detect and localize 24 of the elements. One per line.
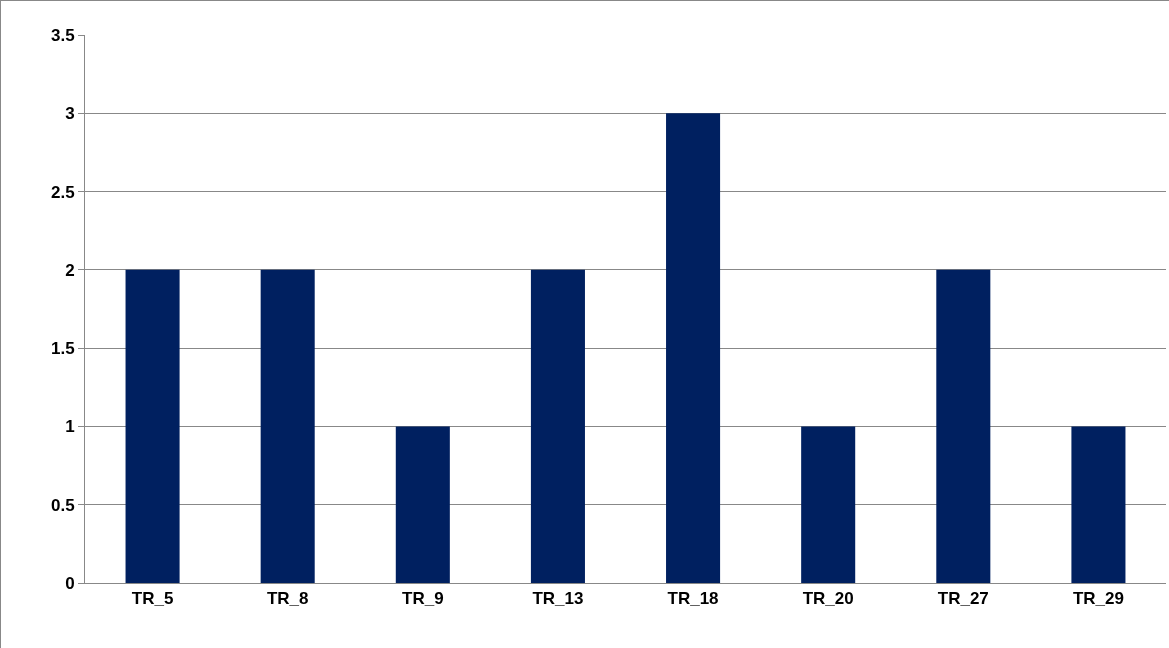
y-tick-label: 1.5 xyxy=(50,339,75,359)
y-tick-label: 2 xyxy=(65,260,75,280)
bar xyxy=(936,269,991,583)
y-tick-label: 1 xyxy=(65,417,75,437)
y-tick-label: 3 xyxy=(65,104,75,124)
bar xyxy=(530,269,585,583)
y-tick-label: 0.5 xyxy=(50,495,75,515)
bar xyxy=(125,269,180,583)
x-tick-label: TR_9 xyxy=(402,589,444,609)
y-tick-label: 2.5 xyxy=(50,182,75,202)
x-tick-label: TR_27 xyxy=(937,589,989,609)
x-tick-label: TR_8 xyxy=(266,589,309,609)
bar xyxy=(395,426,450,583)
bar xyxy=(666,113,721,583)
bar xyxy=(1071,426,1126,583)
x-tick-label: TR_5 xyxy=(131,589,174,609)
bar xyxy=(260,269,315,583)
y-tick-label: 0 xyxy=(65,573,75,593)
x-tick-label: TR_29 xyxy=(1072,589,1124,609)
y-tick-label: 3.5 xyxy=(50,25,75,45)
x-tick-label: TR_20 xyxy=(802,589,854,609)
x-tick-label: TR_13 xyxy=(532,589,584,609)
bar xyxy=(801,426,856,583)
x-tick-label: TR_18 xyxy=(667,589,719,609)
